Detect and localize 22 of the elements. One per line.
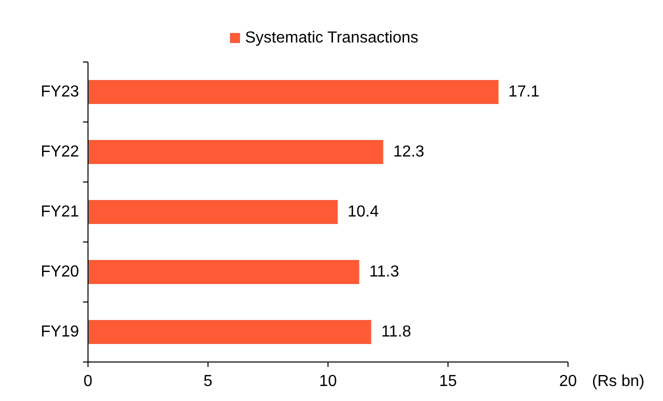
y-tick-label: FY19 xyxy=(40,324,80,340)
x-tick-label: 15 xyxy=(439,373,457,390)
x-tick-label: 20 xyxy=(559,373,577,390)
x-tick-label: 10 xyxy=(319,373,337,390)
data-label: 12.3 xyxy=(393,144,424,160)
data-label: 11.8 xyxy=(381,324,412,340)
y-tick-label: FY23 xyxy=(40,84,80,100)
x-tick-label: 5 xyxy=(204,373,213,390)
bar xyxy=(88,140,384,164)
data-label: 10.4 xyxy=(348,204,379,220)
data-label: 11.3 xyxy=(369,264,400,280)
x-axis-title: (Rs bn) xyxy=(592,373,644,390)
bar xyxy=(88,320,372,344)
bar xyxy=(88,260,360,284)
y-tick-label: FY21 xyxy=(40,204,80,220)
y-tick-label: FY22 xyxy=(40,144,80,160)
legend-label: Systematic Transactions xyxy=(245,30,418,46)
y-tick-label: FY20 xyxy=(40,264,80,280)
data-label: 17.1 xyxy=(508,84,540,100)
x-tick-label: 0 xyxy=(84,373,93,390)
bar xyxy=(88,80,498,104)
bar xyxy=(88,200,338,224)
